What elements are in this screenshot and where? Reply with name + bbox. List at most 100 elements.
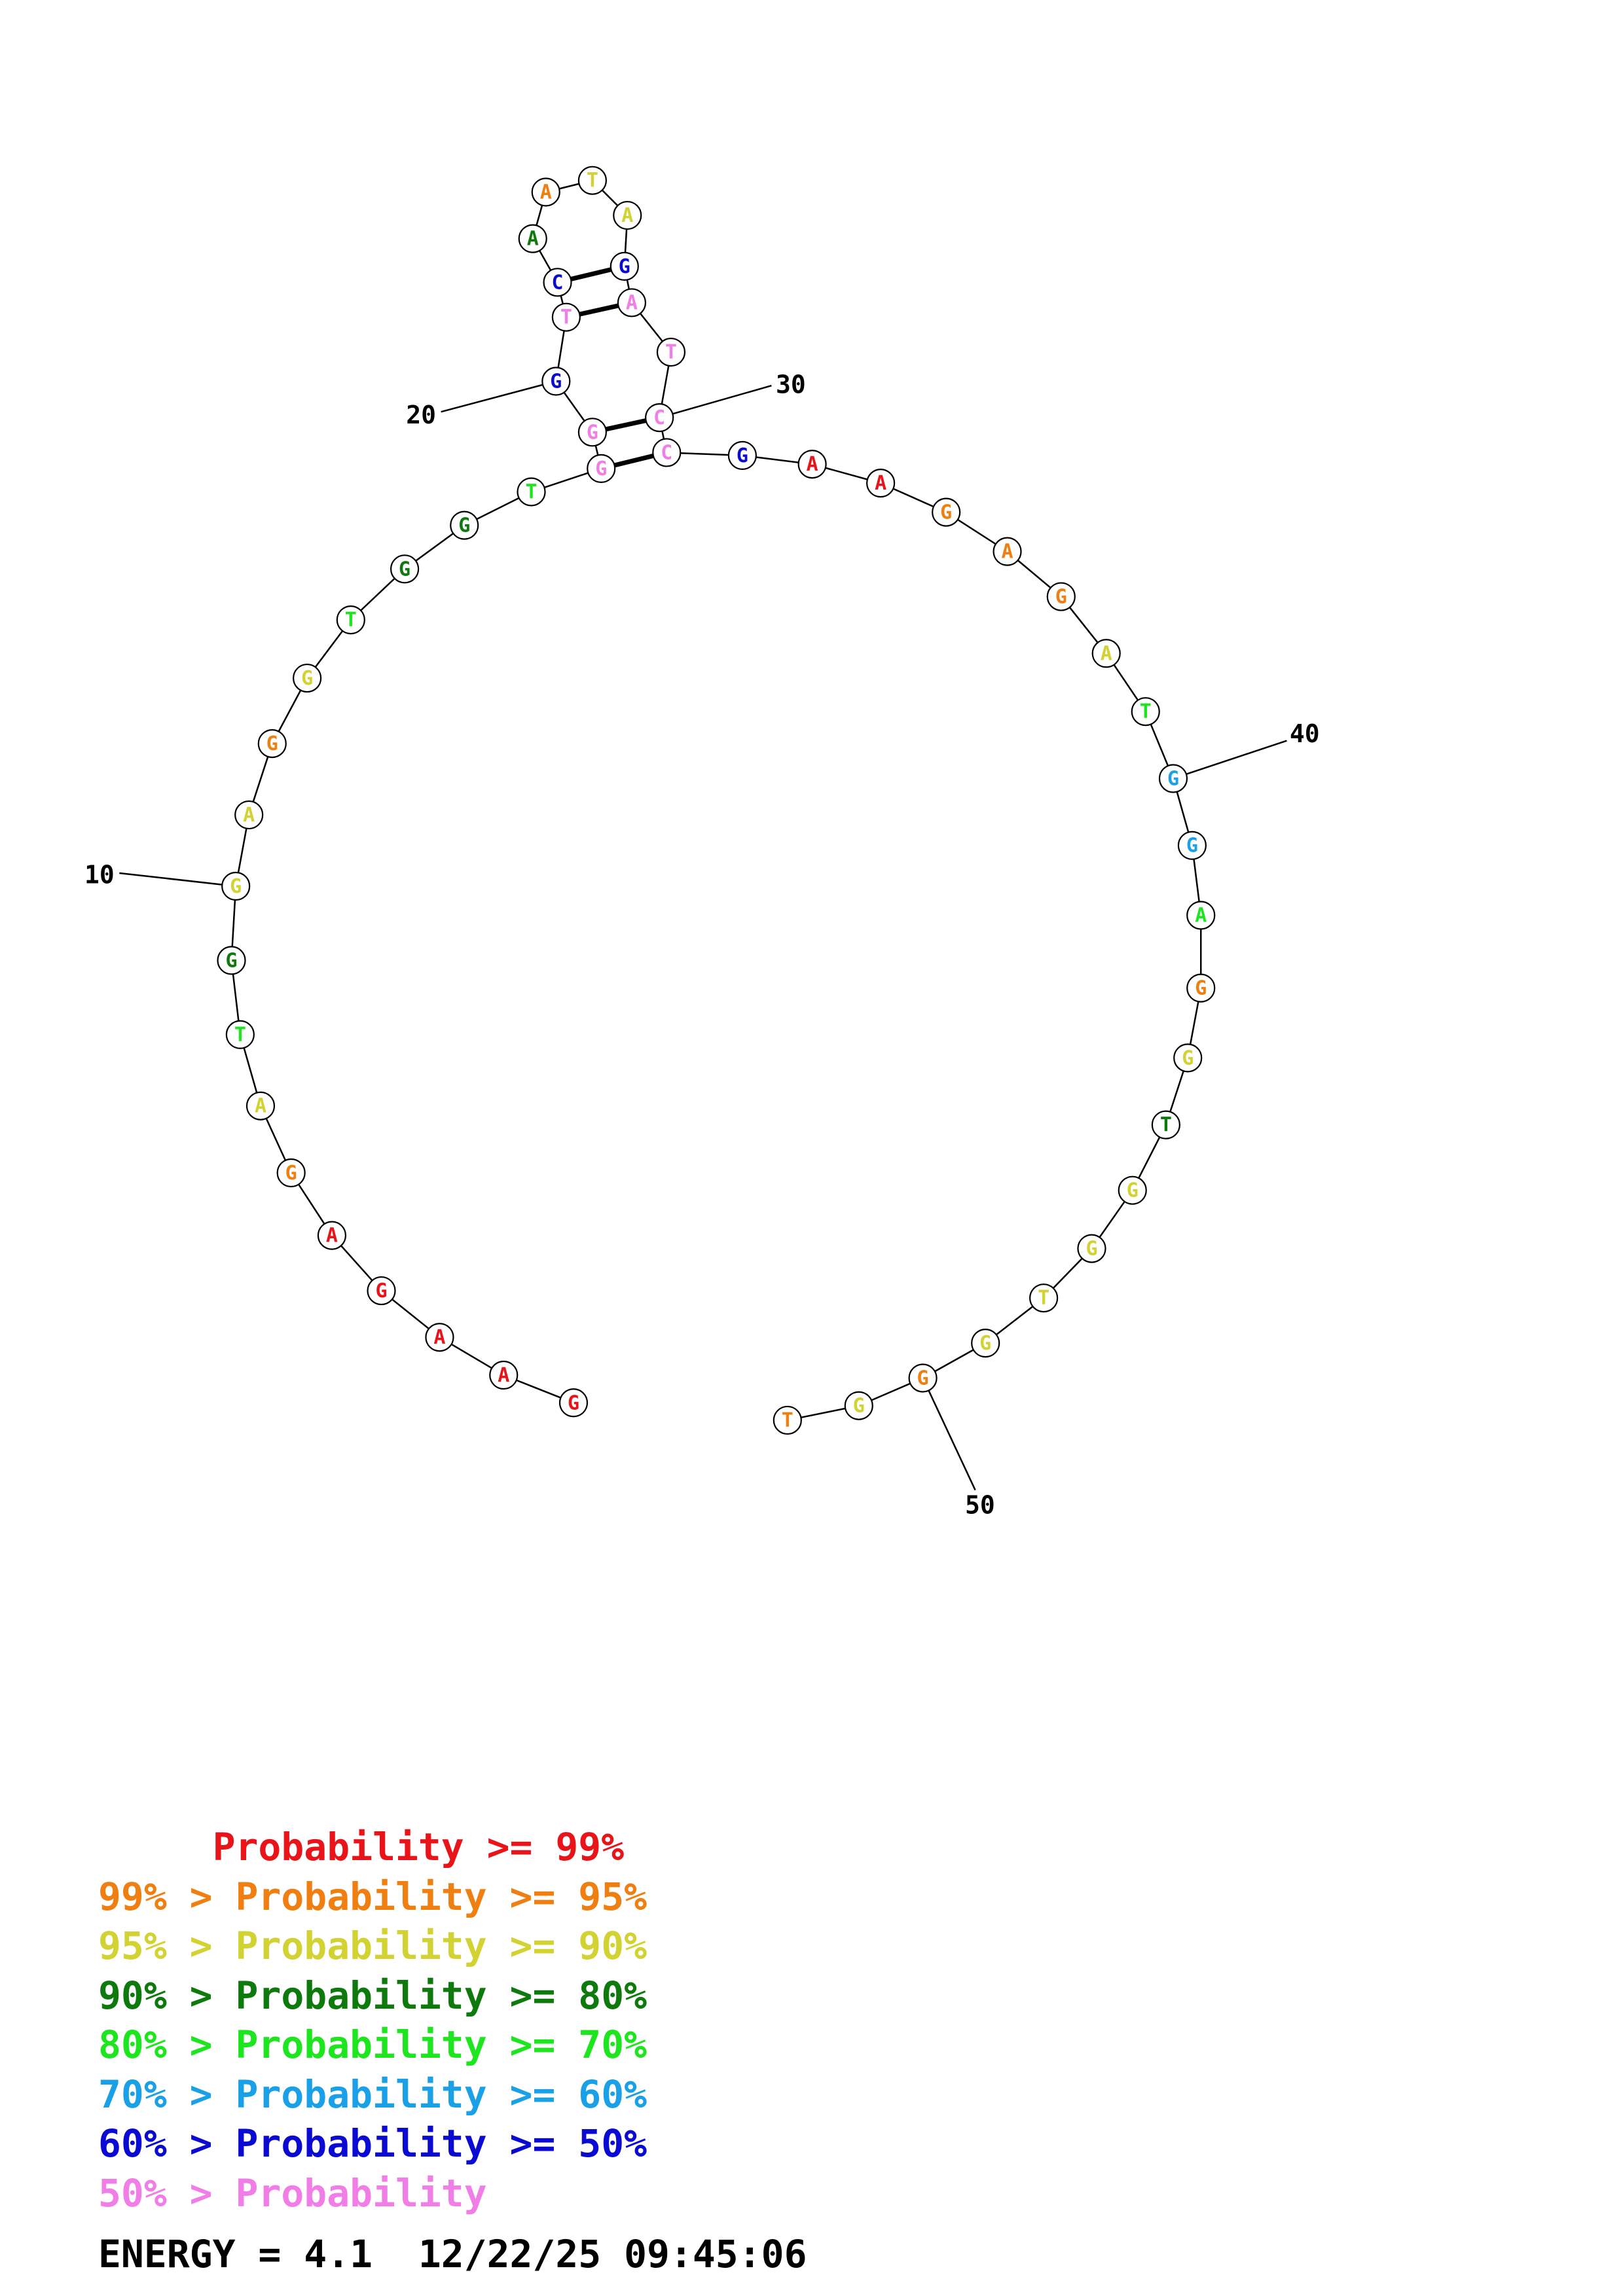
nucleotide: A — [866, 469, 896, 498]
nucleotide: G — [587, 454, 616, 484]
nucleotide-letter: G — [266, 732, 278, 755]
position-tick-label: 40 — [1290, 719, 1320, 748]
nucleotide-circle — [993, 537, 1022, 566]
nucleotide: A — [613, 200, 642, 230]
nucleotide-letter: C — [551, 271, 563, 294]
nucleotide: G — [293, 663, 322, 693]
nucleotide: T — [517, 477, 546, 507]
nucleotide-letter: G — [399, 558, 410, 581]
nucleotide-letter: T — [1160, 1114, 1172, 1137]
nucleotide-letter: A — [1101, 642, 1112, 665]
nucleotide-letter: T — [1038, 1287, 1049, 1310]
nucleotide-letter: T — [560, 306, 572, 329]
position-tick-label: 30 — [776, 370, 806, 399]
legend-row: Probability >= 99% — [98, 1825, 625, 1869]
nucleotide: G — [1173, 1043, 1203, 1073]
nucleotide-circle — [489, 1360, 519, 1390]
nucleotide: G — [276, 1158, 306, 1188]
nucleotide-letter: G — [1085, 1238, 1097, 1261]
nucleotide-circle — [517, 477, 546, 507]
nucleotide-circle — [1029, 1283, 1059, 1313]
nucleotide-circle — [551, 302, 581, 332]
nucleotide: G — [221, 871, 251, 901]
nucleotide-letter: A — [1002, 541, 1013, 564]
nucleotide: G — [1118, 1175, 1147, 1205]
nucleotide-circle — [317, 1221, 347, 1250]
nucleotide-letter: T — [1140, 700, 1152, 723]
nucleotide-circle — [1158, 764, 1188, 793]
nucleotide-circle — [844, 1391, 873, 1420]
nucleotide-letter: G — [568, 1391, 579, 1414]
nucleotide-circle — [450, 511, 479, 540]
nucleotide-letter: G — [917, 1367, 929, 1390]
nucleotide: G — [727, 440, 757, 470]
nucleotide-letter: T — [665, 341, 677, 364]
nucleotide: A — [617, 288, 647, 317]
nucleotide-letter: T — [782, 1409, 793, 1432]
nucleotide: C — [652, 438, 682, 467]
nucleotide: A — [317, 1221, 347, 1250]
nucleotide-letter: A — [255, 1095, 266, 1118]
legend-row: 80% > Probability >= 70% — [98, 2022, 647, 2067]
nucleotide-circle — [797, 450, 827, 479]
nucleotide-letter: A — [243, 804, 255, 827]
nucleotide: T — [577, 166, 607, 195]
nucleotide: G — [1077, 1234, 1106, 1263]
nucleotide-circle — [246, 1091, 276, 1121]
nucleotide: G — [932, 497, 961, 527]
nucleotide-letter: G — [940, 501, 952, 524]
nucleotide-letter: T — [587, 170, 598, 192]
nucleotide-circle — [652, 438, 682, 467]
nucleotide: A — [518, 224, 547, 253]
nucleotide-circle — [773, 1405, 802, 1435]
nucleotide-letter: T — [234, 1024, 246, 1047]
nucleotide-letter: A — [326, 1225, 338, 1247]
nucleotide-circle — [1151, 1110, 1180, 1139]
nucleotide: G — [450, 511, 479, 540]
position-tick-line — [119, 872, 236, 888]
probability-legend: Probability >= 99% 99% > Probability >= 9… — [98, 1823, 647, 2218]
position-tick-line — [441, 380, 556, 413]
nucleotide: G — [367, 1276, 396, 1306]
position-tick-line — [659, 384, 772, 419]
nucleotide-circle — [1186, 973, 1216, 1003]
nucleotide-letter: A — [1195, 904, 1207, 927]
nucleotide-circle — [336, 605, 365, 635]
nucleotide-letter: G — [1195, 977, 1207, 1000]
nucleotide-letter: A — [433, 1326, 445, 1349]
nucleotide-letter: A — [540, 181, 552, 204]
nucleotide-letter: G — [619, 255, 630, 278]
nucleotide-circle — [217, 946, 246, 975]
nucleotide: G — [558, 1388, 589, 1418]
nucleotide: T — [1029, 1283, 1059, 1313]
nucleotide-circle — [577, 166, 607, 195]
nucleotide-circle — [1131, 697, 1160, 726]
nucleotide-circle — [656, 337, 686, 367]
nucleotide-letter: A — [807, 453, 818, 476]
nucleotide-letter: A — [875, 472, 886, 495]
nucleotide-letter: A — [621, 204, 633, 227]
nucleotide-letter: G — [1186, 834, 1198, 857]
nucleotide-letter: G — [225, 949, 237, 972]
legend-row: 95% > Probability >= 90% — [98, 1924, 647, 1968]
position-tick-label: 10 — [84, 861, 115, 889]
nucleotide-circle — [866, 469, 896, 498]
nucleotide-circle — [577, 418, 607, 447]
nucleotide-circle — [293, 663, 322, 693]
legend-row: 99% > Probability >= 95% — [98, 1874, 647, 1919]
nucleotide: G — [1177, 831, 1207, 860]
position-tick-label: 50 — [965, 1490, 995, 1519]
nucleotide-circle — [558, 1388, 589, 1418]
backbone-lines — [230, 179, 1202, 1422]
nucleotide: G — [577, 418, 607, 447]
nucleotide-circle — [1118, 1175, 1147, 1205]
nucleotide-circle — [1173, 1043, 1203, 1073]
nucleotide-circle — [1046, 582, 1076, 611]
nucleotide: G — [390, 554, 420, 584]
nucleotide: G — [541, 367, 571, 396]
nucleotide-letter: G — [301, 667, 313, 690]
nucleotide-circle — [1077, 1234, 1106, 1263]
nucleotide: G — [1186, 973, 1216, 1003]
